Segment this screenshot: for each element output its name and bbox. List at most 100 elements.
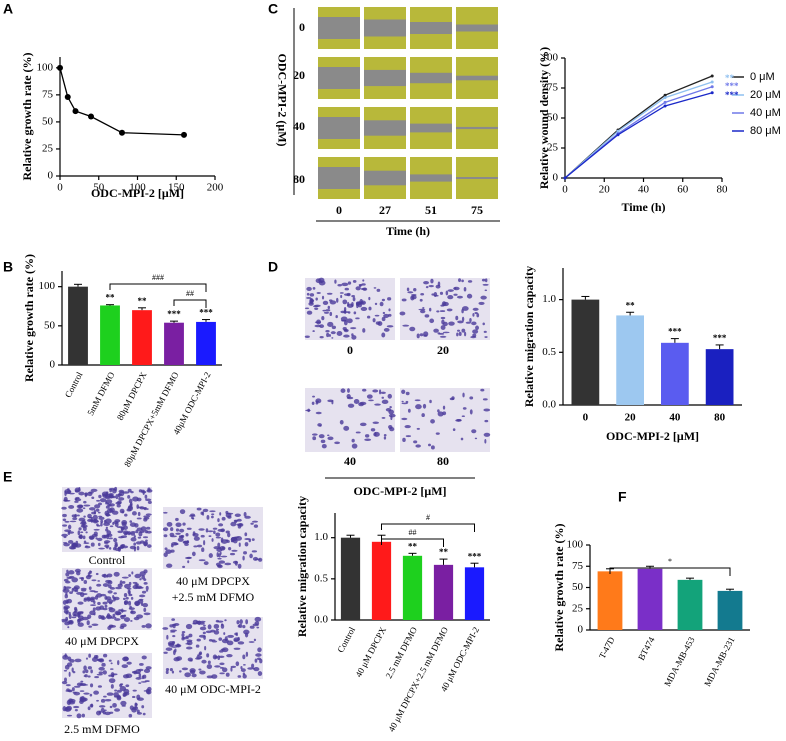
cell	[253, 667, 260, 672]
cell	[98, 710, 102, 714]
cell	[135, 677, 142, 680]
cell	[108, 487, 116, 491]
cell	[389, 406, 392, 409]
cell	[124, 513, 128, 517]
cell	[97, 511, 101, 514]
x-tick-label: 40 μM DPCPX	[353, 625, 388, 679]
cell	[405, 391, 410, 396]
cell	[114, 486, 118, 492]
cell	[482, 322, 485, 326]
cell	[453, 286, 460, 291]
cell	[321, 316, 325, 321]
cell	[105, 512, 110, 517]
cell	[435, 432, 440, 435]
cell	[108, 678, 116, 684]
cell	[66, 662, 73, 667]
cell	[339, 292, 344, 294]
cell	[80, 680, 84, 683]
cell	[326, 434, 330, 437]
point	[710, 80, 714, 84]
cell	[383, 433, 387, 437]
scratch-gap	[318, 117, 360, 139]
tile-label: Control	[89, 553, 126, 567]
cell	[225, 510, 229, 515]
cell	[106, 530, 112, 535]
cell	[115, 611, 122, 616]
cell	[411, 295, 417, 300]
cell	[83, 504, 91, 507]
cell	[198, 559, 206, 562]
cell	[311, 433, 318, 436]
cell	[89, 610, 96, 616]
cell	[322, 300, 329, 305]
cell	[316, 292, 321, 294]
cell	[143, 582, 148, 585]
cell	[130, 596, 134, 600]
cell	[104, 698, 112, 702]
cell	[132, 581, 138, 584]
cell	[219, 666, 224, 669]
cell	[461, 279, 464, 283]
cell	[213, 630, 220, 635]
cell	[96, 673, 103, 676]
cell	[79, 592, 85, 598]
cell	[68, 671, 71, 677]
cell	[223, 632, 226, 635]
cell	[480, 388, 485, 392]
cell	[471, 429, 477, 434]
x-axis-label: Time (h)	[621, 200, 665, 214]
cell	[327, 305, 331, 310]
point	[88, 113, 94, 120]
cell	[99, 498, 107, 503]
cell	[362, 279, 365, 282]
cell	[131, 511, 137, 516]
cell	[77, 622, 84, 627]
x-tick-label: MDA-MB-453	[662, 635, 697, 688]
x-tick-label: BT474	[636, 635, 657, 662]
cell	[355, 286, 361, 291]
cell	[219, 512, 222, 516]
cell	[141, 490, 147, 494]
cell	[359, 422, 367, 427]
cell	[96, 699, 99, 702]
cell	[136, 546, 140, 551]
cell	[122, 597, 126, 600]
scratch-gap	[318, 67, 360, 89]
cell	[63, 609, 69, 614]
row-label: 40	[293, 119, 305, 133]
cell	[71, 667, 74, 673]
scratch-gap	[364, 19, 406, 37]
cell	[230, 521, 237, 527]
cell	[257, 647, 262, 653]
cell	[86, 574, 93, 577]
cell	[312, 286, 316, 290]
cell	[482, 283, 489, 286]
cell	[387, 393, 392, 399]
bar	[616, 315, 644, 405]
cell	[353, 399, 360, 404]
cell	[185, 646, 193, 650]
cell	[136, 711, 143, 715]
cell	[71, 616, 77, 619]
cell	[192, 619, 199, 625]
y-tick-label: 50	[547, 112, 559, 124]
cell	[64, 520, 70, 523]
cell	[196, 507, 202, 511]
comparison-label: *	[668, 557, 672, 566]
cell	[100, 616, 106, 620]
cell	[388, 308, 391, 312]
cell	[114, 541, 118, 545]
cell	[122, 674, 130, 679]
cell	[478, 301, 485, 305]
cell	[73, 705, 80, 709]
cell	[235, 661, 240, 667]
cell	[378, 389, 382, 395]
cell	[225, 672, 230, 677]
cell	[329, 300, 337, 305]
cell	[66, 576, 73, 580]
cell	[340, 294, 343, 299]
cell	[128, 581, 132, 586]
cell	[128, 600, 132, 606]
cell	[79, 690, 85, 692]
legend-label: 80 μM	[750, 125, 781, 137]
